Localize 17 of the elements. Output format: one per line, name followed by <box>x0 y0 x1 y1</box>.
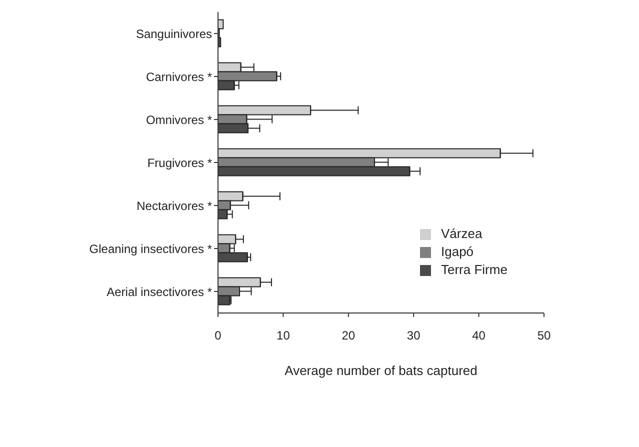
legend-label: Terra Firme <box>441 262 508 277</box>
y-tick-label: Gleaning insectivores * <box>89 242 212 256</box>
x-tick-label: 0 <box>214 328 222 343</box>
y-tick-label: Frugivores * <box>147 156 212 170</box>
x-tick-label: 20 <box>342 328 356 343</box>
x-tick-label: 50 <box>537 328 551 343</box>
y-tick-label: Omnivores * <box>146 112 212 127</box>
y-tick-label: Sanguinivores <box>136 26 212 41</box>
x-tick-label: 30 <box>406 328 421 343</box>
y-tick-label: Aerial insectivores * <box>106 284 212 299</box>
y-tick-label: Carnivores * <box>146 70 212 84</box>
legend-label: Igapó <box>441 244 474 259</box>
x-tick-label: 40 <box>472 328 486 343</box>
x-axis-title: Average number of bats captured <box>284 363 478 378</box>
y-tick-label: Nectarivores * <box>136 198 212 213</box>
legend-label: Várzea <box>441 226 482 241</box>
x-tick-label: 10 <box>276 328 290 343</box>
